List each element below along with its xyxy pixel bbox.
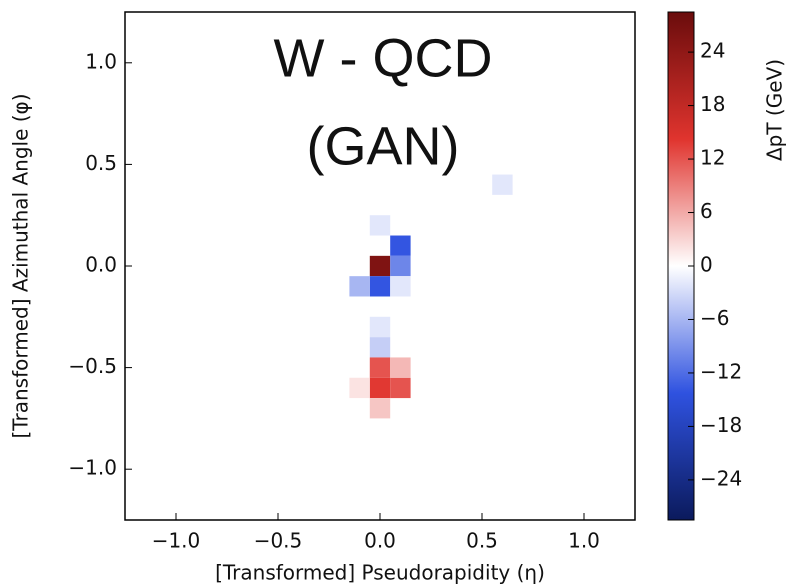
x-tick-label: 0.0 bbox=[364, 529, 396, 553]
heatmap-cell bbox=[390, 255, 411, 277]
x-tick-label: 1.0 bbox=[568, 529, 600, 553]
heatmap-cell bbox=[349, 276, 370, 297]
y-tick-label: −0.5 bbox=[68, 354, 117, 378]
y-tick-label: 1.0 bbox=[85, 49, 117, 73]
colorbar-tick-label: 24 bbox=[700, 39, 725, 63]
colorbar-tick-label: 12 bbox=[700, 146, 725, 170]
colorbar-tick-label: 0 bbox=[700, 253, 713, 277]
y-axis-label: [Transformed] Azimuthal Angle (φ) bbox=[9, 93, 33, 438]
heatmap-cell bbox=[369, 276, 391, 297]
heatmap-cell bbox=[369, 316, 391, 338]
annotation: W - QCD bbox=[274, 28, 493, 88]
colorbar-tick-label: 18 bbox=[700, 92, 725, 116]
x-tick-label: −1.0 bbox=[152, 529, 201, 553]
y-tick-label: 0.5 bbox=[85, 151, 117, 175]
heatmap-cell bbox=[390, 357, 411, 378]
heatmap-cell bbox=[369, 377, 391, 399]
heatmap-cell bbox=[369, 357, 391, 378]
heatmap-cell bbox=[390, 235, 411, 256]
heatmap-cell bbox=[369, 337, 391, 358]
heatmap-cell bbox=[369, 398, 391, 419]
heatmap-cell bbox=[390, 377, 411, 399]
y-tick-label: 0.0 bbox=[85, 253, 117, 277]
annotation: (GAN) bbox=[307, 116, 460, 176]
colorbar-tick-label: −24 bbox=[700, 466, 742, 490]
y-tick-label: −1.0 bbox=[68, 456, 117, 480]
colorbar-tick-label: 6 bbox=[700, 199, 713, 223]
heatmap-cell bbox=[390, 276, 411, 297]
x-tick-label: −0.5 bbox=[254, 529, 303, 553]
colorbar-label: ΔpT (GeV) bbox=[763, 59, 787, 161]
x-tick-label: 0.5 bbox=[466, 529, 498, 553]
colorbar-tick-label: −6 bbox=[700, 306, 729, 330]
x-axis-label: [Transformed] Pseudorapidity (η) bbox=[215, 561, 545, 585]
heatmap-cell bbox=[369, 215, 391, 236]
colorbar-tick-label: −18 bbox=[700, 413, 742, 437]
heatmap-cell bbox=[492, 174, 513, 195]
heatmap-cell bbox=[349, 377, 370, 399]
heatmap-cell bbox=[369, 255, 391, 277]
colorbar-tick-label: −12 bbox=[700, 359, 742, 383]
